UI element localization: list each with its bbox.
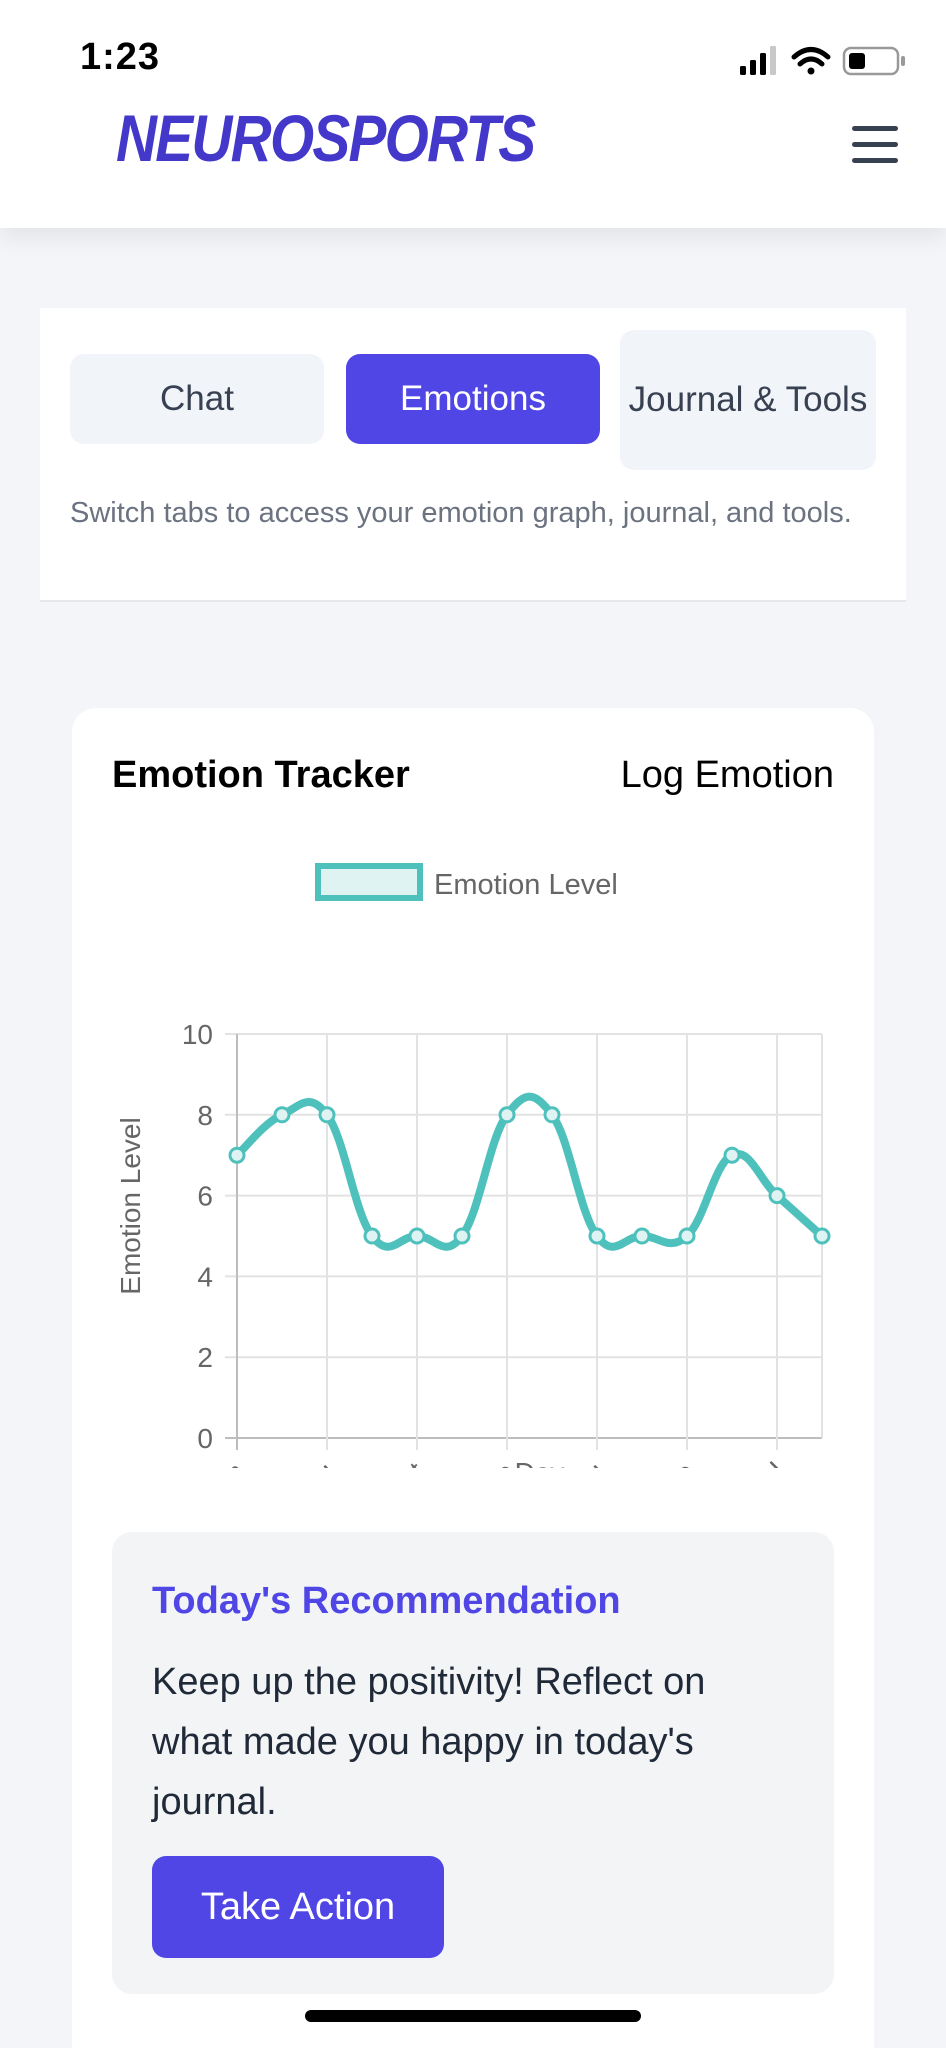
data-point [498, 1106, 516, 1124]
data-point [588, 1227, 606, 1245]
x-tick-label: Wed [729, 1456, 791, 1468]
data-point [768, 1187, 786, 1205]
legend-label: Emotion Level [434, 869, 618, 901]
data-point [363, 1227, 381, 1245]
data-point [228, 1146, 246, 1164]
app-logo[interactable]: NEUROSPORTS [116, 101, 536, 175]
data-point [408, 1227, 426, 1245]
take-action-button[interactable]: Take Action [152, 1856, 444, 1958]
series-line-emotion-level [233, 1092, 826, 1251]
tabs-card: Chat Emotions Journal & Tools Switch tab… [40, 308, 906, 602]
x-tick-label: Thu [555, 1456, 611, 1468]
signal-icon [740, 46, 776, 75]
hamburger-menu-icon[interactable] [850, 124, 900, 166]
data-point [453, 1227, 471, 1245]
data-point [678, 1227, 696, 1245]
x-tick-label: Mon [191, 1456, 251, 1468]
data-point [723, 1146, 741, 1164]
status-time: 1:23 [80, 36, 161, 78]
y-tick-label: 0 [197, 1423, 213, 1454]
y-tick-label: 4 [197, 1261, 213, 1292]
home-indicator [305, 2010, 641, 2022]
tab-journal-tools[interactable]: Journal & Tools [620, 330, 876, 470]
tab-emotions[interactable]: Emotions [346, 354, 600, 444]
wifi-icon [791, 47, 831, 75]
x-tick-label: Sat [380, 1456, 432, 1468]
recommendation-title: Today's Recommendation [152, 1580, 621, 1622]
y-axis-title: Emotion Level [115, 1117, 146, 1294]
x-axis-title: Day [515, 1457, 565, 1468]
tabs-hint: Switch tabs to access your emotion graph… [70, 497, 852, 529]
data-point [318, 1106, 336, 1124]
y-tick-label: 6 [197, 1181, 213, 1212]
y-tick-label: 10 [182, 1019, 213, 1050]
y-tick-label: 8 [197, 1100, 213, 1131]
data-point [273, 1106, 291, 1124]
emotion-chart: Emotion Level 0 2 4 6 8 10 Emotion Level Mon Th… [115, 863, 831, 1468]
tab-chat[interactable]: Chat [70, 354, 324, 444]
legend-swatch [315, 863, 423, 901]
y-tick-label: 2 [197, 1342, 213, 1373]
log-emotion-button[interactable]: Log Emotion [620, 754, 834, 796]
emotion-tracker-title: Emotion Tracker [112, 754, 410, 796]
x-tick-label: Thu [285, 1456, 341, 1468]
emotion-tracker-card: Emotion Tracker Log Emotion Emotion Leve… [72, 708, 874, 2048]
recommendation-text: Keep up the positivity! Reflect on what … [152, 1661, 706, 1823]
data-point [633, 1227, 651, 1245]
data-point [543, 1106, 561, 1124]
data-point [813, 1227, 831, 1245]
recommendation-box: Today's Recommendation Keep up the posit… [112, 1532, 834, 1994]
x-tick-label: Tue [466, 1456, 521, 1468]
x-tick-label: Tue [646, 1456, 701, 1468]
status-icons [740, 46, 905, 76]
battery-icon [842, 46, 905, 76]
app-header: 1:23 NEUROSPORTS [0, 0, 946, 228]
